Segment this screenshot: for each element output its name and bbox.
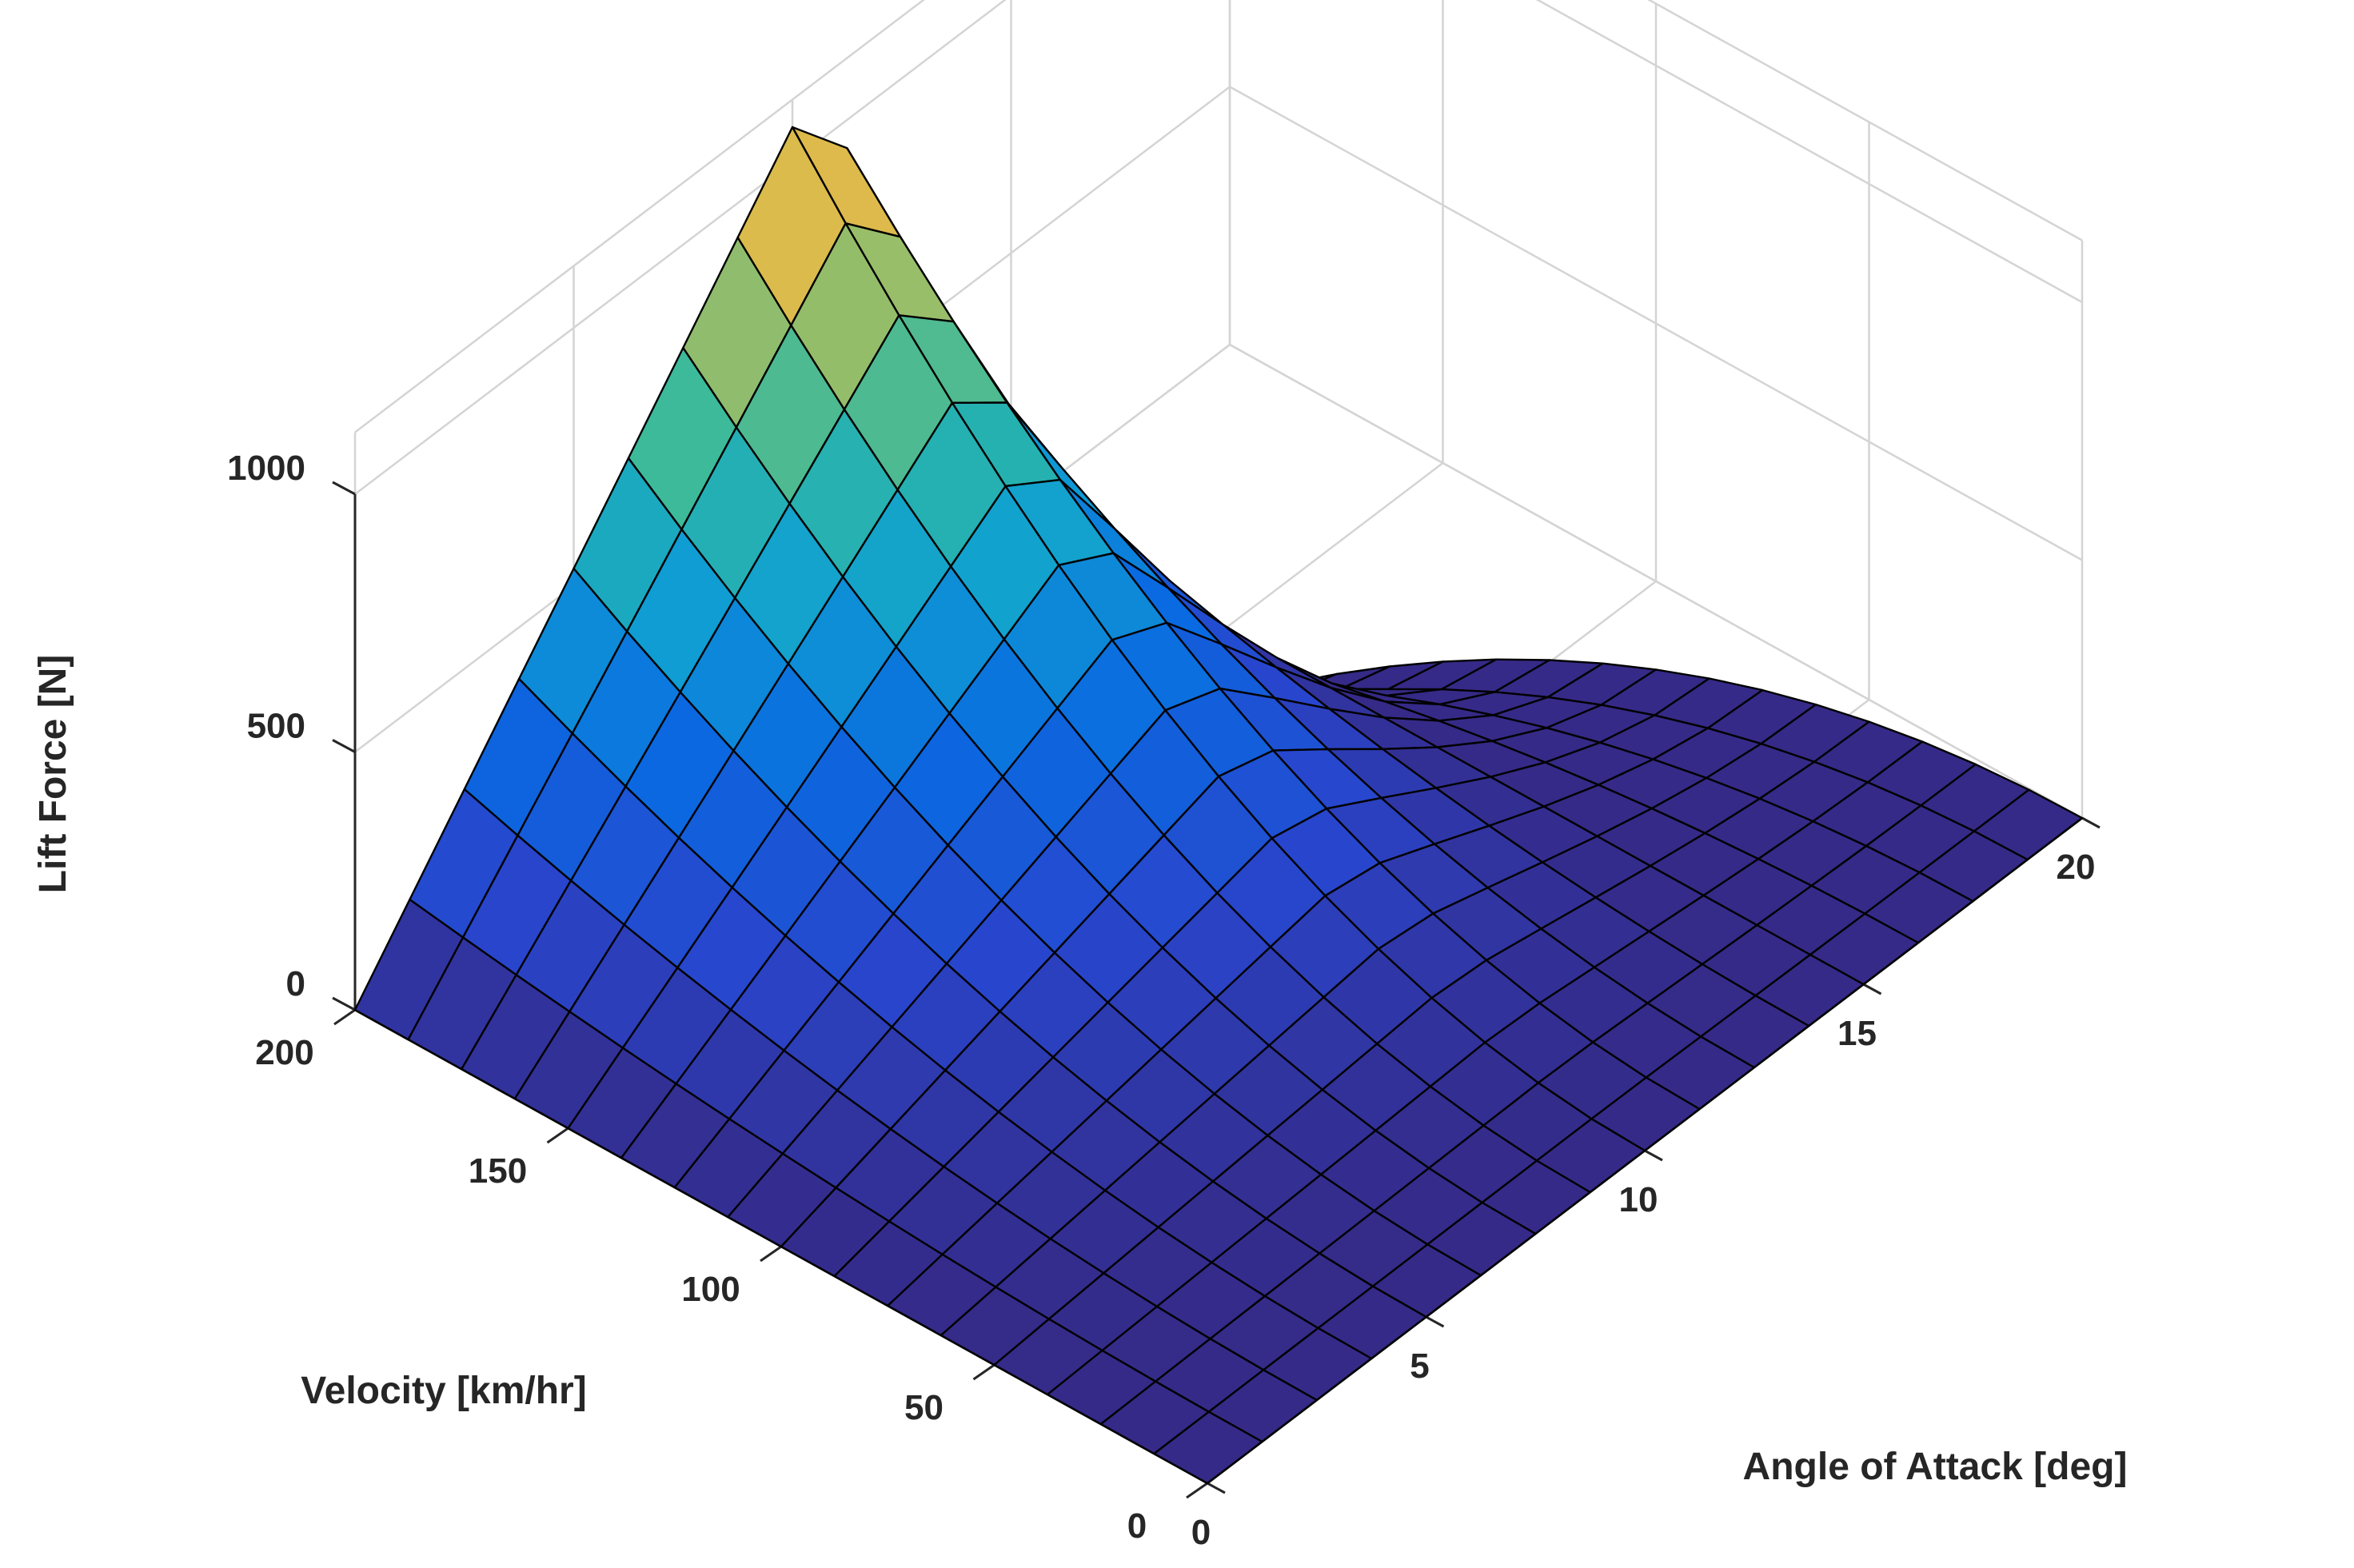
x-tick-mark — [1425, 1315, 1445, 1328]
y-tick-label: 200 — [255, 1033, 313, 1072]
x-tick-mark — [1644, 1149, 1663, 1162]
grid-line — [354, 0, 925, 433]
x-tick-label: 10 — [1619, 1180, 1658, 1219]
x-tick-mark — [2081, 816, 2101, 829]
x-tick-label: 5 — [1410, 1347, 1429, 1386]
grid-line — [1535, 0, 2083, 304]
z-tick-label: 1000 — [227, 449, 305, 488]
z-tick-mark — [332, 996, 356, 1011]
z-tick-label: 500 — [247, 707, 305, 746]
y-tick-label: 50 — [904, 1388, 944, 1427]
x-tick-mark — [1207, 1482, 1226, 1494]
z-tick-label: 0 — [286, 964, 305, 1003]
z-tick-mark — [332, 739, 356, 753]
y-tick-label: 150 — [469, 1151, 527, 1191]
y-tick-mark — [333, 1008, 356, 1026]
y-axis-title: Velocity [km/hr] — [301, 1370, 586, 1412]
z-tick-mark — [332, 481, 356, 496]
y-tick-mark — [1186, 1482, 1208, 1499]
surface-cell — [1153, 1410, 1263, 1485]
x-tick-label: 20 — [2057, 848, 2096, 887]
grid-line — [1229, 86, 2083, 561]
z-axis-title: Lift Force [N] — [32, 655, 74, 894]
x-tick-label: 15 — [1837, 1014, 1877, 1053]
y-tick-label: 100 — [681, 1270, 740, 1309]
y-tick-label: 0 — [1127, 1506, 1147, 1546]
y-tick-mark — [546, 1127, 569, 1144]
grid-line — [1647, 0, 2083, 241]
x-tick-mark — [1862, 983, 1882, 995]
y-tick-mark — [972, 1363, 995, 1381]
surface-mesh — [353, 126, 2084, 1485]
x-tick-label: 0 — [1191, 1513, 1211, 1552]
x-axis-title: Angle of Attack [deg] — [1743, 1446, 2128, 1488]
y-tick-mark — [760, 1245, 782, 1263]
